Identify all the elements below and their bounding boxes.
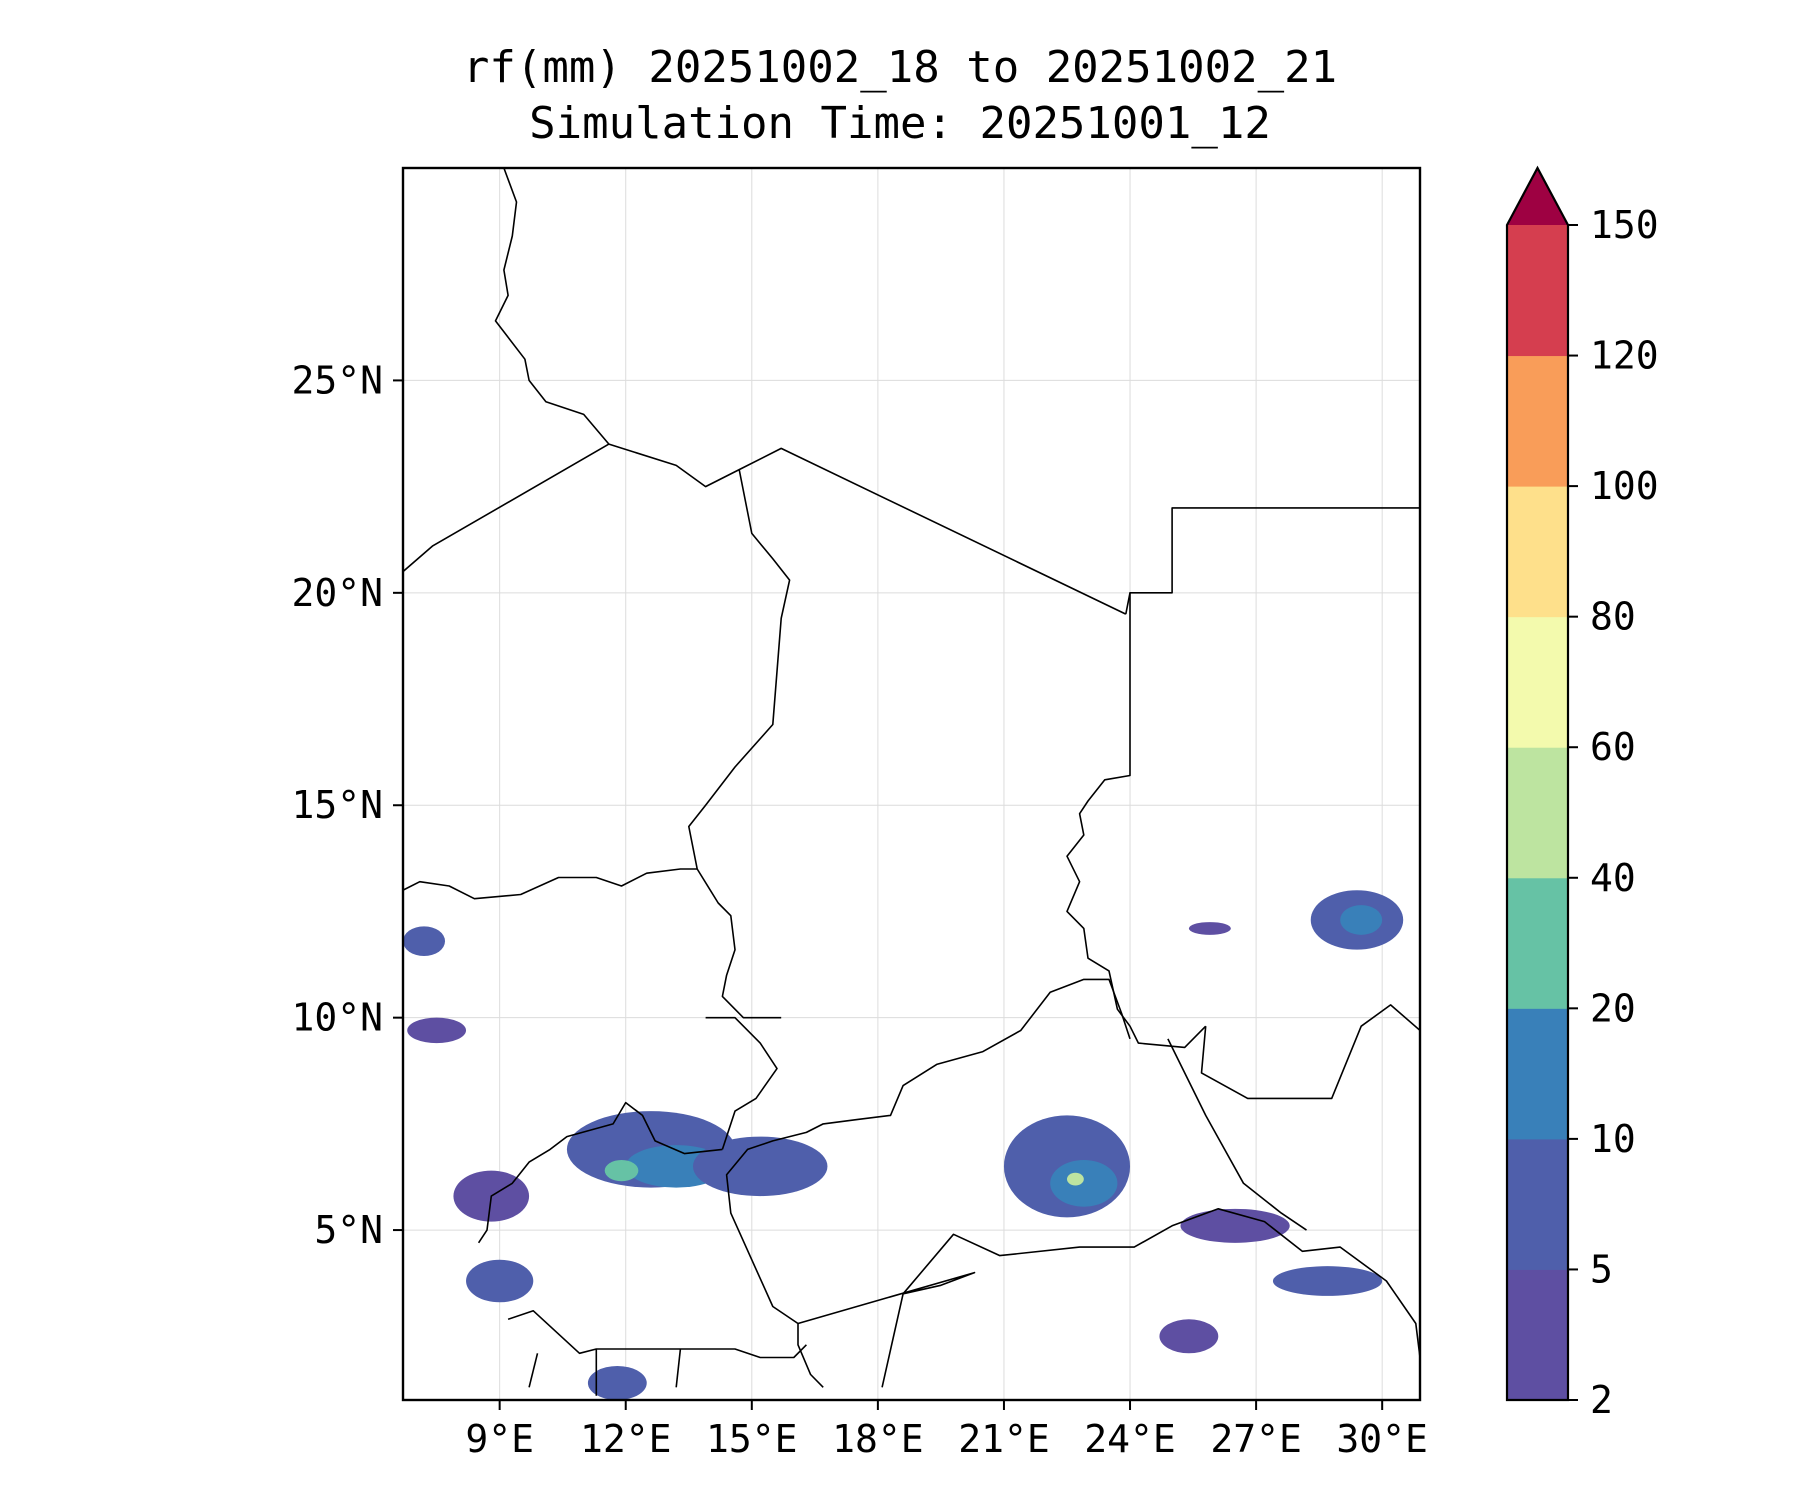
- country-border: [725, 978, 1131, 1388]
- rainfall-cell: [1050, 1159, 1118, 1207]
- colorbar: 2 5 10 20 40 60 80 100 120 150: [1505, 165, 1659, 1422]
- country-border: [705, 1016, 778, 1150]
- country-border: [477, 1101, 723, 1244]
- country-border: [881, 1208, 1420, 1388]
- rainfall-cell: [587, 1366, 647, 1400]
- x-tick-label: 30°E: [1336, 1417, 1428, 1461]
- colorbar-label: 60: [1590, 725, 1636, 769]
- rainfall-cell: [1188, 922, 1231, 935]
- longitude-ticks: 9°E 12°E 15°E 18°E 21°E 24°E 27°E 30°E: [465, 1400, 1428, 1461]
- colorbar-segment: [1507, 877, 1568, 1009]
- rainfall-cell: [407, 1017, 467, 1044]
- y-tick-label: 15°N: [291, 783, 383, 827]
- rainfall-cell: [1180, 1208, 1290, 1243]
- country-border: [507, 1310, 807, 1359]
- y-tick-label: 10°N: [291, 996, 383, 1040]
- rainfall-cell: [1159, 1319, 1219, 1354]
- x-tick-label: 12°E: [580, 1417, 672, 1461]
- x-tick-label: 15°E: [706, 1417, 798, 1461]
- country-border: [797, 1271, 976, 1325]
- map-frame: [401, 166, 1422, 1402]
- map-title: rf(mm) 20251002_18 to 20251002_21: [462, 42, 1338, 93]
- country-border: [1167, 1038, 1307, 1231]
- colorbar-label: 40: [1590, 856, 1636, 900]
- colorbar-segment: [1507, 225, 1568, 357]
- latitude-ticks: 5°N 10°N 15°N 20°N 25°N: [291, 358, 403, 1252]
- colorbar-label: 100: [1590, 464, 1659, 508]
- colorbar-segment: [1507, 1138, 1568, 1270]
- colorbar-label: 120: [1590, 334, 1659, 378]
- colorbar-segment: [1507, 747, 1568, 879]
- colorbar-label: 150: [1590, 203, 1659, 247]
- x-tick-label: 9°E: [465, 1417, 534, 1461]
- colorbar-segment: [1507, 486, 1568, 618]
- x-tick-label: 18°E: [832, 1417, 924, 1461]
- rainfall-cell: [403, 926, 446, 957]
- x-tick-label: 21°E: [958, 1417, 1050, 1461]
- country-border: [403, 443, 1127, 615]
- colorbar-label: 5: [1590, 1247, 1613, 1291]
- y-tick-label: 25°N: [291, 358, 383, 402]
- colorbar-label: 80: [1590, 595, 1636, 639]
- country-border: [1066, 592, 1207, 1049]
- colorbar-segment: [1507, 616, 1568, 748]
- country-border: [675, 1348, 682, 1388]
- country-border: [403, 868, 698, 900]
- rainfall-cell: [1066, 1172, 1084, 1186]
- colorbar-label: 2: [1590, 1378, 1613, 1422]
- colorbar-segment: [1507, 355, 1568, 487]
- x-tick-label: 24°E: [1084, 1417, 1176, 1461]
- x-tick-label: 27°E: [1210, 1417, 1302, 1461]
- country-border: [1200, 1004, 1420, 1100]
- y-tick-label: 5°N: [314, 1208, 383, 1252]
- country-border: [1125, 507, 1420, 615]
- rainfall-cell: [604, 1159, 639, 1182]
- rainfall-cell: [1272, 1266, 1383, 1296]
- rainfall-cell: [1340, 905, 1383, 935]
- y-tick-label: 20°N: [291, 571, 383, 615]
- colorbar-label: 20: [1590, 986, 1636, 1030]
- country-borders: [403, 168, 1420, 1396]
- rainfall-layer: [403, 890, 1404, 1400]
- map-background: [403, 168, 1420, 1400]
- colorbar-outline: [1505, 165, 1570, 1402]
- country-border: [528, 1353, 539, 1388]
- colorbar-segment: [1507, 1269, 1568, 1401]
- colorbar-segment: [1507, 1008, 1568, 1140]
- country-border: [688, 469, 791, 1019]
- colorbar-label: 10: [1590, 1117, 1636, 1161]
- rainfall-cell: [466, 1259, 534, 1303]
- country-border: [494, 168, 610, 445]
- map-subtitle: Simulation Time: 20251001_12: [529, 98, 1271, 149]
- colorbar-extend-arrow: [1507, 168, 1568, 225]
